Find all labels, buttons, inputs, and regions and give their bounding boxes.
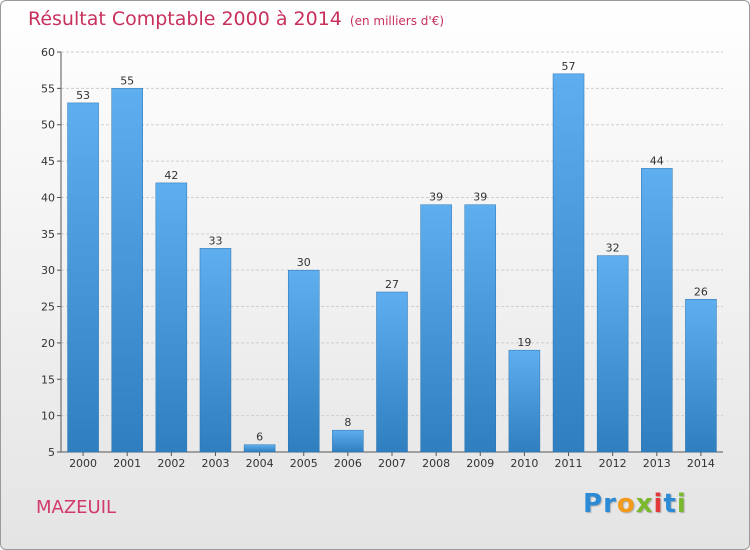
chart-title: Résultat Comptable 2000 à 2014 (en millie… <box>28 8 444 30</box>
y-tick-label: 50 <box>41 119 55 132</box>
data-label-2005: 30 <box>297 256 311 269</box>
chart-title-text: Résultat Comptable 2000 à 2014 <box>28 8 342 30</box>
data-label-2012: 32 <box>606 242 620 255</box>
y-tick-label: 5 <box>48 446 55 459</box>
x-tick-label: 2001 <box>113 457 141 470</box>
logo-letter: P <box>583 489 604 519</box>
proxiti-logo[interactable]: Proxiti <box>583 489 687 519</box>
x-tick-label: 2012 <box>599 457 627 470</box>
x-tick-label: 2009 <box>466 457 494 470</box>
bar-2000 <box>67 102 99 453</box>
x-tick-labels: 2000 2001 2002 2003 2004 2005 2006 2007 2008 2009… <box>69 457 715 470</box>
logo-letter: x <box>635 489 654 519</box>
data-label-2014: 26 <box>694 285 708 298</box>
data-labels: 53 55 42 33 6 30 8 27 39 39 19 57 32 44 26 <box>76 60 708 444</box>
logo-letter: i <box>676 489 687 519</box>
data-label-2006: 8 <box>344 416 351 429</box>
bar-2013 <box>641 168 673 453</box>
data-label-2004: 6 <box>256 431 263 444</box>
bar-2004 <box>243 444 276 453</box>
data-label-2009: 39 <box>473 191 487 204</box>
bar-2010 <box>508 349 541 453</box>
data-label-2003: 33 <box>208 234 222 247</box>
bar-2007 <box>376 291 408 453</box>
bar-2005 <box>287 269 320 453</box>
commune-name: MAZEUIL <box>36 497 117 518</box>
y-tick-label: 45 <box>41 155 55 168</box>
data-label-2008: 39 <box>429 191 443 204</box>
data-label-2010: 19 <box>517 336 531 349</box>
y-tick-label: 20 <box>41 337 55 350</box>
data-label-2001: 55 <box>120 74 134 87</box>
x-tick-label: 2014 <box>687 457 715 470</box>
y-tick-label: 40 <box>41 191 55 204</box>
x-tick-label: 2002 <box>157 457 185 470</box>
x-tick-label: 2010 <box>510 457 538 470</box>
x-tick-label: 2006 <box>334 457 362 470</box>
bar-2014 <box>685 299 717 453</box>
bar-2009 <box>464 204 497 453</box>
bar-2002 <box>155 182 188 453</box>
x-tick-label: 2008 <box>422 457 450 470</box>
data-label-2000: 53 <box>76 89 90 102</box>
x-tick-label: 2005 <box>290 457 318 470</box>
bar-2001 <box>111 88 143 453</box>
y-tick-label: 60 <box>41 46 55 59</box>
x-tick-label: 2003 <box>201 457 229 470</box>
y-tick-label: 30 <box>41 264 55 277</box>
data-label-2007: 27 <box>385 278 399 291</box>
bar-2003 <box>199 248 232 453</box>
data-label-2013: 44 <box>650 154 664 167</box>
logo-letter: t <box>663 489 677 519</box>
x-tick-label: 2004 <box>246 457 274 470</box>
y-tick-label: 15 <box>41 373 55 386</box>
x-tick-label: 2000 <box>69 457 97 470</box>
bar-2011 <box>552 73 585 453</box>
y-tick-label: 10 <box>41 410 55 423</box>
bar-2012 <box>596 255 629 453</box>
x-tick-label: 2013 <box>643 457 671 470</box>
bar-2006 <box>332 429 364 453</box>
logo-letter: r <box>603 489 617 519</box>
chart-subtitle: (en milliers d'€) <box>349 14 445 28</box>
y-tick-label: 25 <box>41 301 55 314</box>
y-tick-label: 55 <box>41 82 55 95</box>
y-tick-label: 35 <box>41 228 55 241</box>
data-label-2002: 42 <box>164 169 178 182</box>
x-tick-label: 2007 <box>378 457 406 470</box>
logo-letter: o <box>616 489 636 519</box>
x-tick-label: 2011 <box>555 457 583 470</box>
data-label-2011: 57 <box>562 60 576 73</box>
bars <box>67 73 717 453</box>
bar-2008 <box>420 204 452 453</box>
y-tick-labels: 5 10 15 20 25 30 35 40 45 50 55 60 <box>41 46 55 459</box>
logo-letter: i <box>653 489 664 519</box>
